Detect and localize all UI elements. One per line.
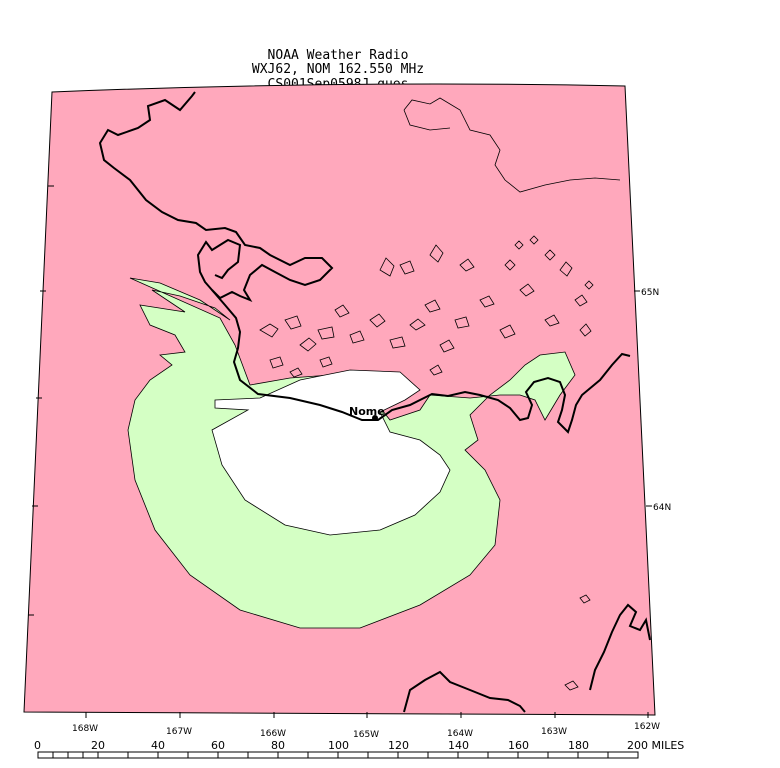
longitude-label-167w: 167W (166, 727, 192, 737)
scale-tick-180: 180 (568, 739, 589, 752)
nome-label: Nome (349, 405, 385, 418)
coastline (98, 91, 651, 713)
scale-tick-100: 100 (328, 739, 349, 752)
scale-tick-140: 140 (448, 739, 469, 752)
scale-tick-0: 0 (34, 739, 41, 752)
scale-tick-120: 120 (388, 739, 409, 752)
station-frequency: WXJ62, NOM 162.550 MHz (251, 62, 425, 77)
longitude-axis: 168W 167W 166W 165W 164W 163W 162W (72, 712, 660, 740)
scale-tick-20: 20 (91, 739, 105, 752)
latitude-label-64n: 64N (653, 503, 671, 513)
longitude-label-163w: 163W (541, 727, 567, 737)
longitude-label-164w: 164W (447, 729, 473, 739)
longitude-label-168w: 168W (72, 724, 98, 734)
scale-tick-80: 80 (271, 739, 285, 752)
scale-bar: 0 20 40 60 80 100 120 140 160 180 200 MI… (34, 739, 684, 759)
scale-tick-200-miles: 200 MILES (627, 739, 684, 752)
terrain-contours (259, 235, 594, 691)
longitude-label-166w: 166W (260, 729, 286, 739)
scale-tick-160: 160 (508, 739, 529, 752)
longitude-label-165w: 165W (353, 730, 379, 740)
reliable-coverage-area (211, 369, 451, 536)
nome-marker (372, 415, 378, 421)
longitude-label-162w: 162W (634, 722, 660, 732)
scale-tick-40: 40 (151, 739, 165, 752)
map-title: NOAA Weather Radio (267, 48, 409, 63)
latitude-label-65n: 65N (641, 288, 659, 298)
scale-tick-60: 60 (211, 739, 225, 752)
boundary-lines (403, 97, 621, 193)
